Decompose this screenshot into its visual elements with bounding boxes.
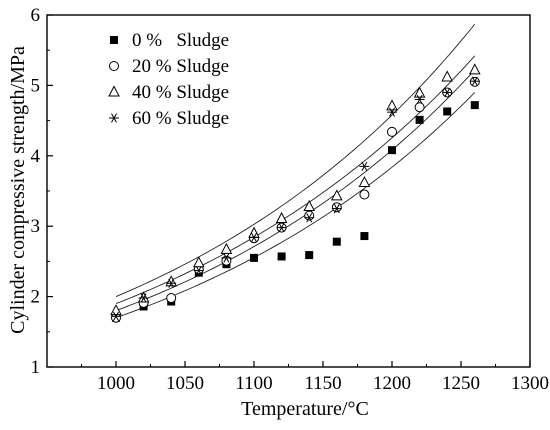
series-60-sludge-point	[469, 76, 480, 86]
series-40-sludge-point	[358, 175, 371, 188]
series-60-sludge-point	[138, 293, 149, 303]
x-axis-title: Temperature/°C	[241, 398, 369, 420]
y-tick-label: 2	[31, 287, 41, 308]
series-0-sludge-point	[415, 115, 424, 124]
x-tick-label: 1250	[442, 373, 480, 394]
series-40-sludge-point	[441, 70, 454, 82]
legend-entry-20-sludge: 20 % Sludge	[109, 56, 229, 77]
series-40-sludge-point	[330, 189, 343, 201]
series-60-sludge-point	[414, 94, 425, 105]
y-tick-label: 5	[31, 75, 41, 96]
series-60-sludge-point	[193, 265, 204, 276]
series-0-sludge-point	[470, 101, 479, 110]
series-40-sludge-point	[468, 63, 481, 75]
series-60-sludge-point	[276, 223, 287, 233]
series-60-sludge-point	[166, 278, 177, 288]
legend-entry-60-sludge: 60 % Sludge	[109, 108, 229, 129]
legend-entry-40-sludge: 40 % Sludge	[108, 82, 229, 103]
series-60-sludge-point	[387, 107, 397, 117]
series-20-sludge-point	[387, 126, 397, 137]
series-0-sludge-point	[250, 253, 258, 262]
legend-label: 0 % Sludge	[132, 30, 229, 51]
series-0-sludge-point	[305, 251, 314, 260]
series-60-sludge-point	[331, 204, 342, 214]
series-40-sludge-point	[303, 199, 316, 211]
legend-label: 60 % Sludge	[132, 108, 229, 129]
series-40-sludge-point	[275, 211, 288, 223]
y-tick-label: 1	[31, 357, 41, 378]
legend-entry-0-sludge: 0 % Sludge	[110, 30, 229, 51]
series-0-sludge-point	[443, 107, 452, 116]
series-60-sludge-point	[304, 213, 315, 223]
y-tick-label: 6	[31, 5, 41, 26]
series-40-sludge-point	[220, 242, 233, 254]
series-0-sludge-point	[332, 237, 341, 246]
x-tick-label: 1100	[235, 373, 272, 394]
series-60-sludge-point	[249, 232, 259, 243]
series-40-sludge-point	[248, 226, 260, 238]
series-40-sludge-point	[110, 304, 122, 316]
legend-marker	[108, 85, 120, 97]
fit-curve	[115, 55, 476, 305]
series-0-sludge-point	[388, 146, 396, 155]
series-20-sludge-point	[221, 255, 232, 266]
x-tick-label: 1050	[166, 373, 204, 394]
y-tick-label: 4	[31, 146, 41, 167]
series-20-sludge-point	[304, 210, 315, 221]
fit-curve	[115, 92, 476, 319]
series-40-sludge-point	[386, 99, 398, 111]
series-60-sludge-point	[221, 253, 232, 263]
series-40-sludge-point	[165, 275, 178, 287]
series-20-sludge-point	[359, 189, 370, 200]
series-60-sludge-point	[111, 311, 121, 321]
series-0-sludge-point	[360, 232, 369, 241]
x-tick-label: 1300	[511, 373, 549, 394]
fit-curve	[115, 23, 476, 298]
legend-label: 20 % Sludge	[132, 56, 229, 77]
x-tick-label: 1200	[373, 373, 411, 394]
series-20-sludge-point	[414, 102, 425, 113]
x-tick-label: 1000	[97, 373, 135, 394]
series-40-sludge-point	[192, 256, 205, 268]
y-tick-label: 3	[31, 216, 41, 237]
series-40-sludge-point	[413, 86, 426, 98]
series-20-sludge-point	[166, 293, 177, 304]
legend-label: 40 % Sludge	[132, 82, 229, 103]
legend-marker	[110, 36, 118, 44]
series-60-sludge-point	[359, 161, 370, 171]
y-axis-title: Cylinder compressive strength/MPa	[7, 46, 29, 334]
series-0-sludge-point	[277, 252, 286, 261]
x-tick-label: 1150	[304, 373, 341, 394]
series-20-sludge-point	[331, 202, 342, 213]
legend-marker	[109, 113, 119, 123]
legend-marker	[109, 61, 119, 71]
series-60-sludge-point	[442, 87, 453, 98]
